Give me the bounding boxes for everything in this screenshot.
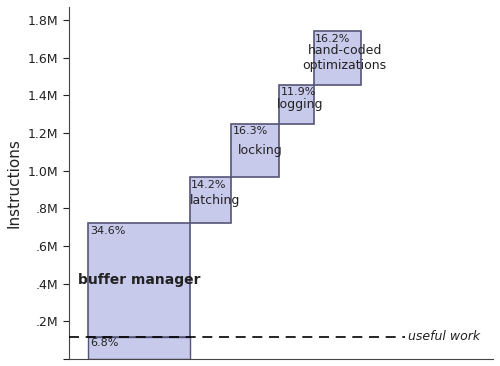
Text: hand-coded
optimizations: hand-coded optimizations [302, 44, 386, 72]
Text: useful work: useful work [408, 330, 480, 343]
Text: 6.8%: 6.8% [90, 339, 118, 348]
Text: 16.3%: 16.3% [232, 126, 268, 136]
Text: 11.9%: 11.9% [280, 87, 316, 97]
Bar [88, 337, 190, 359]
Bar [88, 224, 190, 337]
Text: locking: locking [238, 144, 282, 157]
Text: logging: logging [276, 98, 323, 111]
Text: 34.6%: 34.6% [90, 226, 126, 236]
Y-axis label: Instructions: Instructions [7, 138, 22, 228]
Bar [314, 31, 362, 85]
Bar [279, 85, 314, 124]
Text: buffer manager: buffer manager [78, 273, 200, 287]
Text: 14.2%: 14.2% [191, 180, 226, 190]
Bar [232, 124, 279, 177]
Bar [190, 177, 232, 224]
Text: 16.2%: 16.2% [316, 34, 350, 44]
Text: latching: latching [190, 194, 240, 207]
